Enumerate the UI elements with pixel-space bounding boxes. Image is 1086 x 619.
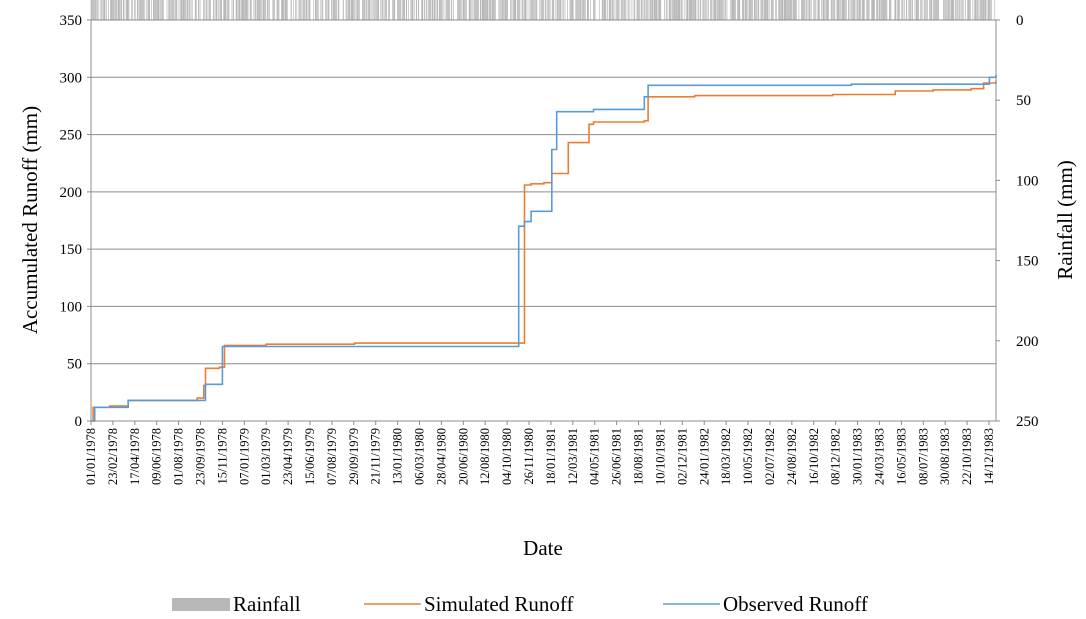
left-tick-label: 200: [60, 185, 83, 201]
x-tick-label: 28/04/1980: [434, 428, 448, 485]
x-tick-label: 01/08/1978: [172, 428, 186, 485]
left-axis-title: Accumulated Runoff (mm): [18, 106, 42, 334]
x-tick-label: 01/03/1979: [259, 428, 273, 485]
x-tick-label: 21/11/1979: [369, 428, 383, 484]
x-tick-label: 02/07/1982: [763, 428, 777, 485]
x-tick-label: 08/12/1982: [829, 428, 843, 485]
legend: Rainfall Simulated Runoff Observed Runof…: [172, 592, 868, 616]
right-tick-label: 100: [1016, 173, 1039, 189]
left-tick-label: 150: [60, 242, 83, 258]
x-tick-label: 22/10/1983: [960, 428, 974, 485]
x-axis-title: Date: [523, 536, 563, 560]
x-tick-label: 14/12/1983: [982, 428, 996, 485]
x-axis-ticks: 01/01/1978 23/02/1978 17/04/1978 09/06/1978…: [84, 421, 996, 485]
x-tick-label: 29/09/1979: [347, 428, 361, 485]
x-tick-label: 04/10/1980: [500, 428, 514, 485]
x-tick-label: 18/03/1982: [719, 428, 733, 485]
legend-rainfall-label: Rainfall: [233, 592, 301, 616]
x-tick-label: 16/10/1982: [807, 428, 821, 485]
x-tick-label: 10/05/1982: [741, 428, 755, 485]
left-tick-label: 0: [75, 414, 83, 430]
x-tick-label: 08/07/1983: [916, 428, 930, 485]
left-tick-label: 250: [60, 128, 83, 144]
gridlines: [91, 76, 996, 365]
legend-observed-label: Observed Runoff: [723, 592, 868, 616]
right-axis-ticks: 0 50 100 150 200 250: [996, 13, 1039, 430]
x-tick-label: 26/06/1981: [610, 428, 624, 485]
x-tick-label: 15/11/1978: [215, 428, 229, 484]
x-tick-label: 30/01/1983: [851, 428, 865, 485]
x-tick-label: 15/06/1979: [303, 428, 317, 485]
x-tick-label: 24/03/1983: [873, 428, 887, 485]
observed-runoff-line: [91, 75, 997, 422]
plot-frame: [90, 19, 997, 422]
x-tick-label: 23/04/1979: [281, 428, 295, 485]
x-tick-label: 09/06/1978: [150, 428, 164, 485]
x-tick-label: 01/01/1978: [84, 428, 98, 485]
x-tick-label: 06/03/1980: [413, 428, 427, 485]
left-tick-label: 50: [67, 357, 82, 373]
simulated-runoff-line: [91, 80, 997, 422]
x-tick-label: 18/01/1981: [544, 428, 558, 485]
left-tick-label: 350: [60, 13, 83, 29]
x-tick-label: 24/08/1982: [785, 428, 799, 485]
x-tick-label: 18/08/1981: [632, 428, 646, 485]
right-tick-label: 50: [1016, 93, 1031, 109]
left-tick-label: 100: [60, 299, 83, 315]
left-axis-ticks: 0 50 100 150 200 250 300 350: [60, 13, 91, 430]
right-tick-label: 200: [1016, 334, 1039, 350]
x-tick-label: 16/05/1983: [894, 428, 908, 485]
right-tick-label: 0: [1016, 13, 1024, 29]
x-tick-label: 12/08/1980: [478, 428, 492, 485]
legend-simulated-label: Simulated Runoff: [424, 592, 574, 616]
rainfall-bars: [90, 0, 996, 20]
x-tick-label: 23/09/1978: [194, 428, 208, 485]
legend-rainfall-swatch: [172, 598, 230, 611]
x-tick-label: 20/06/1980: [456, 428, 470, 485]
x-tick-label: 07/08/1979: [325, 428, 339, 485]
x-tick-label: 04/05/1981: [588, 428, 602, 485]
x-tick-label: 23/02/1978: [106, 428, 120, 485]
x-tick-label: 26/11/1980: [522, 428, 536, 484]
x-tick-label: 02/12/1981: [675, 428, 689, 485]
right-tick-label: 150: [1016, 254, 1039, 270]
x-tick-label: 24/01/1982: [697, 428, 711, 485]
x-tick-label: 17/04/1978: [128, 428, 142, 485]
runoff-lines: [91, 75, 997, 422]
x-tick-label: 13/01/1980: [391, 428, 405, 485]
left-tick-label: 300: [60, 70, 83, 86]
x-tick-label: 07/01/1979: [237, 428, 251, 485]
x-tick-label: 30/08/1983: [938, 428, 952, 485]
x-tick-label: 10/10/1981: [653, 428, 667, 485]
right-tick-label: 250: [1016, 414, 1039, 430]
x-tick-label: 12/03/1981: [566, 428, 580, 485]
right-axis-title: Rainfall (mm): [1053, 160, 1077, 280]
